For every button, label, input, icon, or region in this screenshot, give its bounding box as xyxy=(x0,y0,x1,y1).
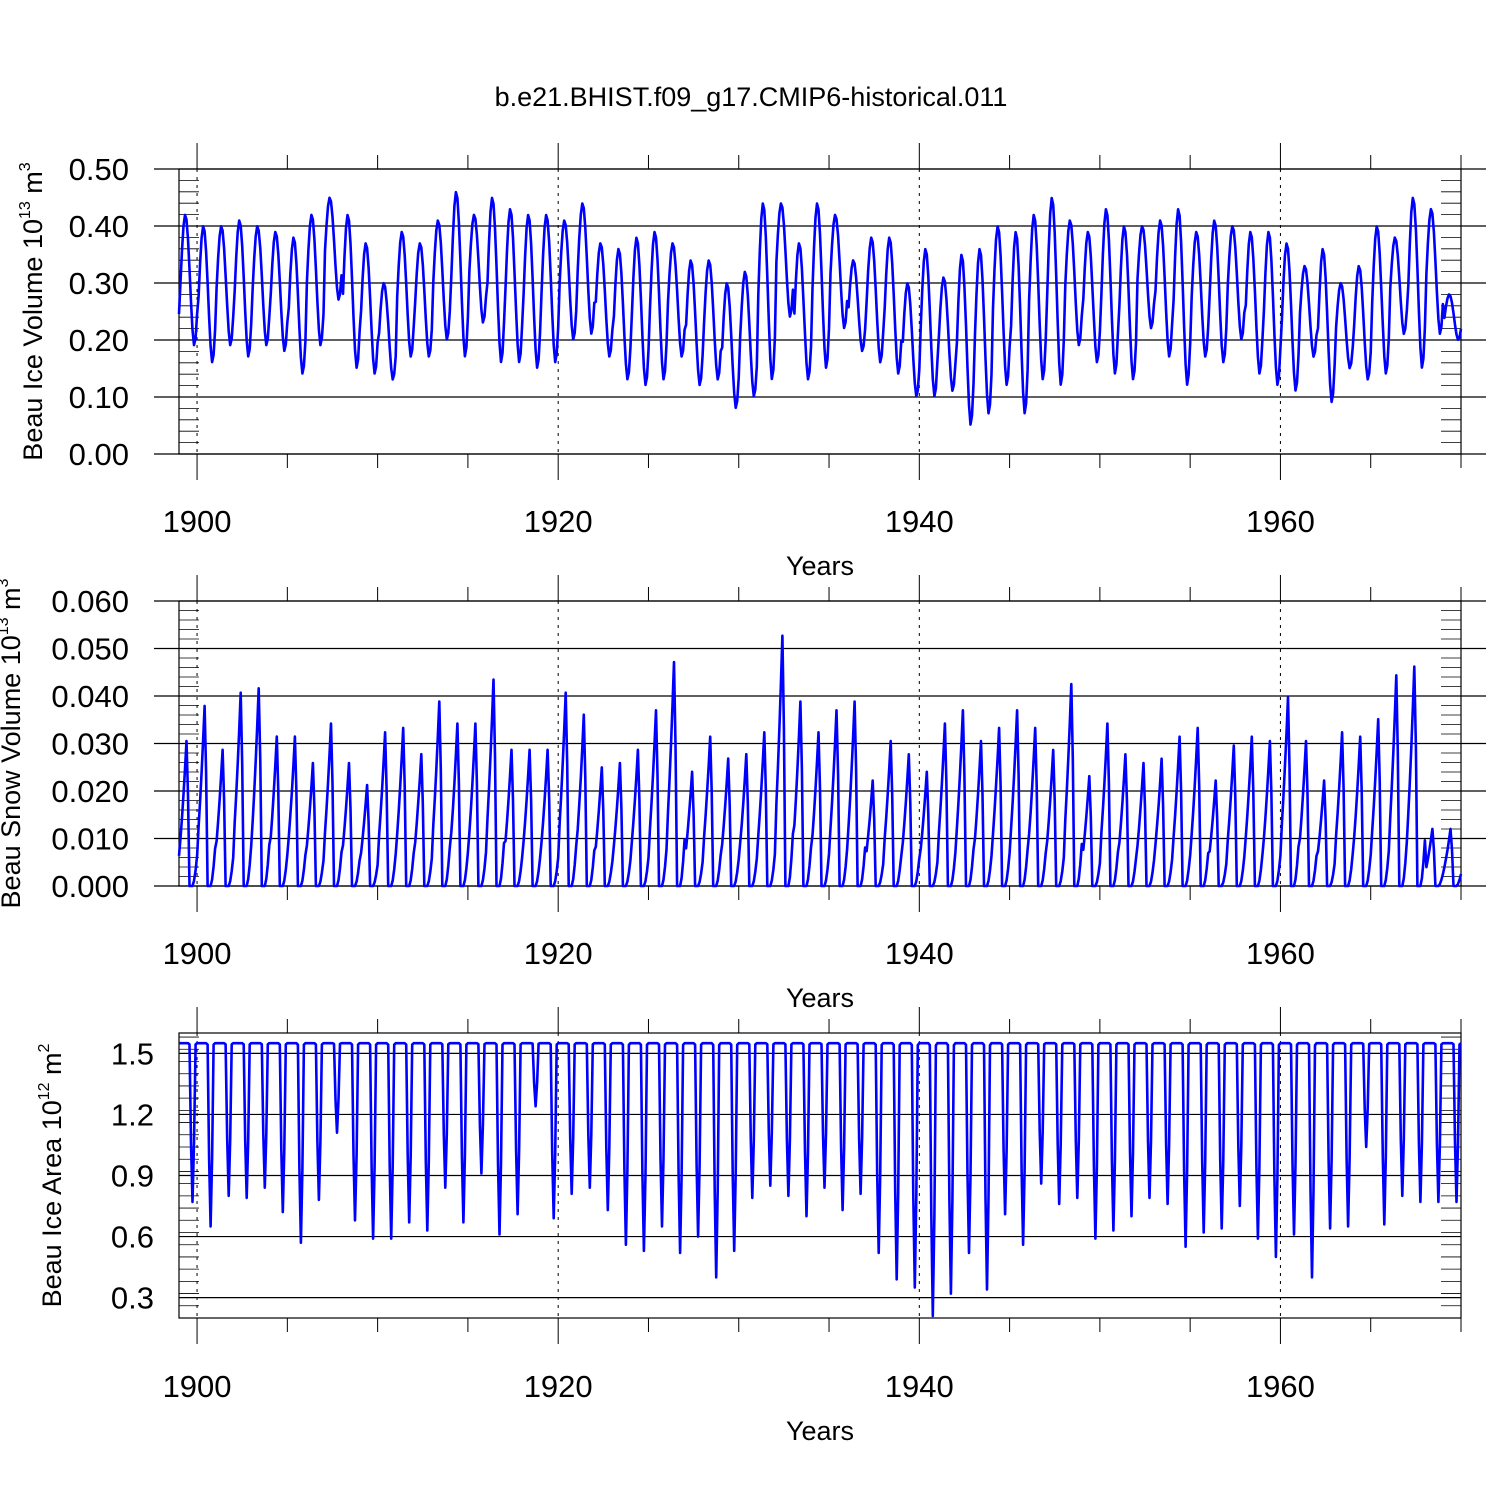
y-axis-title-unit: m xyxy=(18,171,48,201)
panels: 0.00 0.10 0.20 0.30 0.40 0.50 1900 1920 1940 1960… xyxy=(0,143,1486,1446)
y-tick-label: 1.2 xyxy=(111,1097,154,1132)
y-axis-title-unit: m xyxy=(0,587,26,617)
y-tick-label: 0.50 xyxy=(69,152,129,187)
y-tick-label: 0.060 xyxy=(51,584,129,619)
y-axis-title: Beau Snow Volume 1013 m3 xyxy=(0,578,26,908)
x-tick-label: 1960 xyxy=(1246,936,1315,971)
y-tick-label: 0.010 xyxy=(51,822,129,857)
x-tick-label: 1900 xyxy=(163,936,232,971)
y-axis-title-exponent: 12 xyxy=(36,1082,53,1100)
y-tick-label: 0.9 xyxy=(111,1159,154,1194)
y-tick-label: 0.030 xyxy=(51,727,129,762)
x-tick-label: 1940 xyxy=(885,936,954,971)
y-tick-label: 0.20 xyxy=(69,323,129,358)
y-tick-label: 0.30 xyxy=(69,266,129,301)
x-axis-title: Years xyxy=(786,1416,854,1446)
series-line-ice-area xyxy=(179,1041,1462,1318)
y-axis-title-unit-exponent: 3 xyxy=(17,162,34,171)
series-line-snow-volume xyxy=(177,634,1463,888)
panel-snow-volume: 0.000 0.010 0.020 0.030 0.040 0.050 0.060 1900 1… xyxy=(0,575,1486,1013)
x-tick-label: 1940 xyxy=(885,1369,954,1404)
y-axis-title: Beau Ice Area 1012 m2 xyxy=(36,1043,67,1307)
x-axis-title: Years xyxy=(786,983,854,1013)
panel-ice-volume: 0.00 0.10 0.20 0.30 0.40 0.50 1900 1920 1940 1960… xyxy=(17,143,1486,581)
y-tick-label: 1.5 xyxy=(111,1036,154,1071)
y-tick-label: 0.40 xyxy=(69,209,129,244)
x-tick-label: 1940 xyxy=(885,504,954,539)
y-axis-title-prefix: Beau Ice Area 10 xyxy=(37,1100,67,1307)
y-tick-label: 0.000 xyxy=(51,869,129,904)
y-tick-label: 0.050 xyxy=(51,632,129,667)
x-tick-label: 1920 xyxy=(524,1369,593,1404)
y-tick-label: 0.00 xyxy=(69,437,129,472)
series-line-ice-volume xyxy=(177,190,1463,426)
y-axis-title-prefix: Beau Ice Volume 10 xyxy=(18,219,48,461)
x-tick-label: 1900 xyxy=(163,504,232,539)
y-axis-title-exponent: 13 xyxy=(17,201,34,219)
y-tick-label: 0.10 xyxy=(69,380,129,415)
y-tick-label: 0.3 xyxy=(111,1281,154,1316)
y-tick-label: 0.040 xyxy=(51,679,129,714)
x-tick-label: 1920 xyxy=(524,504,593,539)
y-tick-label: 0.6 xyxy=(111,1220,154,1255)
x-tick-label: 1920 xyxy=(524,936,593,971)
figure-title: b.e21.BHIST.f09_g17.CMIP6-historical.011 xyxy=(495,82,1008,112)
x-axis-title: Years xyxy=(786,551,854,581)
x-tick-label: 1960 xyxy=(1246,504,1315,539)
y-axis-title-unit: m xyxy=(37,1052,67,1082)
y-axis-title-unit-exponent: 2 xyxy=(36,1043,53,1052)
x-tick-label: 1900 xyxy=(163,1369,232,1404)
y-tick-label: 0.020 xyxy=(51,774,129,809)
y-axis-title-exponent: 13 xyxy=(0,617,12,635)
y-axis-title-unit-exponent: 3 xyxy=(0,578,12,587)
y-axis-title: Beau Ice Volume 1013 m3 xyxy=(17,162,48,460)
panel-ice-area: 0.3 0.6 0.9 1.2 1.5 1900 1920 1940 1960 Years Beau… xyxy=(36,1007,1462,1446)
x-tick-label: 1960 xyxy=(1246,1369,1315,1404)
y-axis-title-prefix: Beau Snow Volume 10 xyxy=(0,635,26,908)
